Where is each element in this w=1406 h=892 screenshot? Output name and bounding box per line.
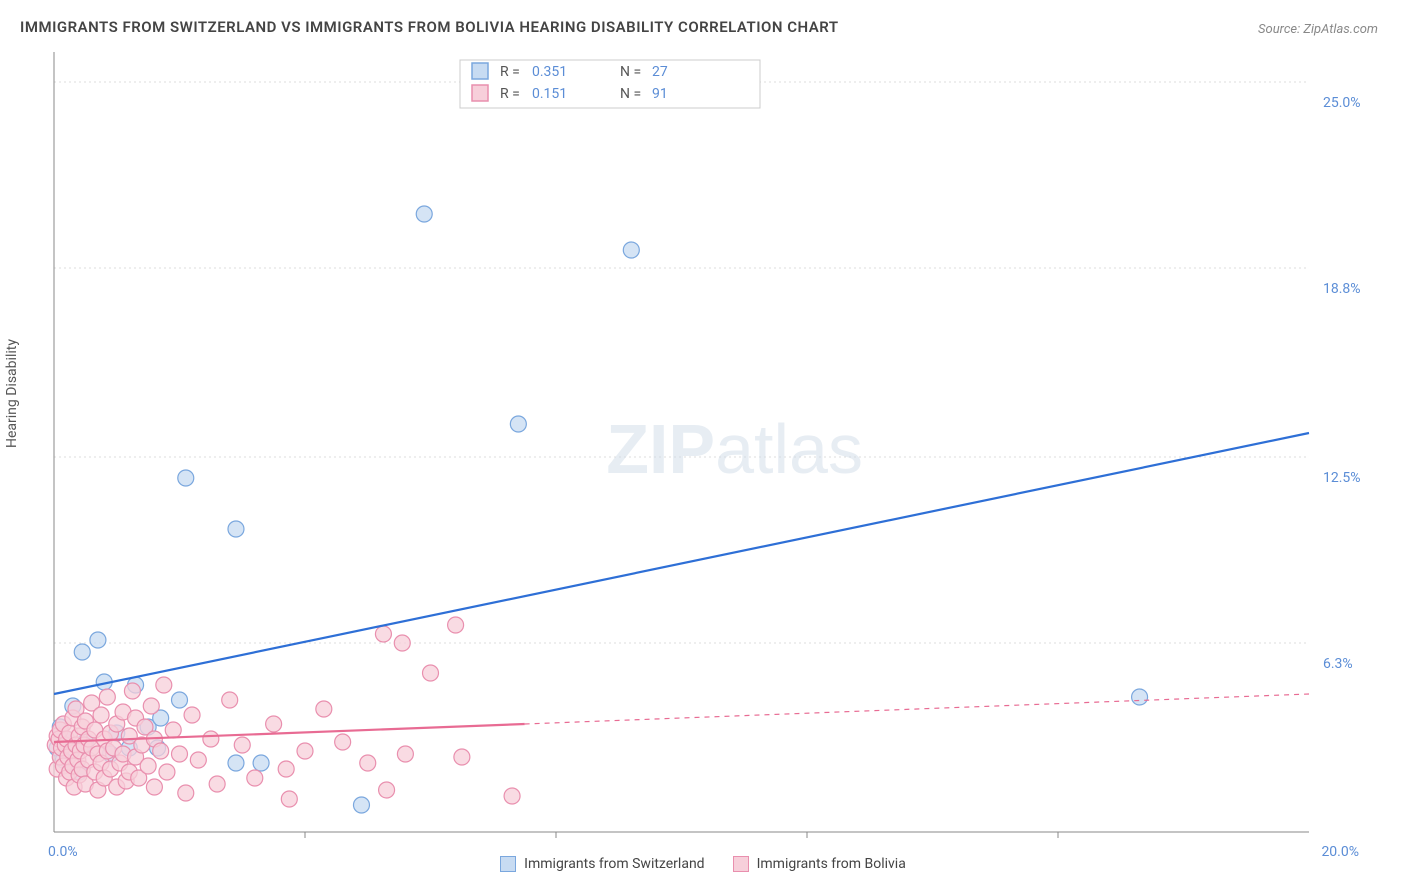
svg-text:6.3%: 6.3% xyxy=(1323,656,1353,672)
svg-text:R =: R = xyxy=(500,86,520,102)
legend-swatch-icon xyxy=(500,856,516,872)
legend-item-switzerland: Immigrants from Switzerland xyxy=(500,856,704,872)
legend-label: Immigrants from Switzerland xyxy=(524,856,704,872)
svg-text:25.0%: 25.0% xyxy=(1323,95,1361,111)
y-axis-label: Hearing Disability xyxy=(4,339,20,448)
svg-text:91: 91 xyxy=(652,86,668,102)
svg-text:R =: R = xyxy=(500,64,520,80)
chart-title: IMMIGRANTS FROM SWITZERLAND VS IMMIGRANT… xyxy=(20,18,839,36)
legend-item-bolivia: Immigrants from Bolivia xyxy=(733,856,906,872)
legend-label: Immigrants from Bolivia xyxy=(757,856,906,872)
legend-swatch-icon xyxy=(733,856,749,872)
svg-text:27: 27 xyxy=(652,64,668,80)
svg-text:N =: N = xyxy=(620,86,641,102)
svg-text:0.151: 0.151 xyxy=(532,86,567,102)
source-label: Source: ZipAtlas.com xyxy=(1258,22,1378,37)
svg-text:18.8%: 18.8% xyxy=(1323,281,1361,297)
svg-text:12.5%: 12.5% xyxy=(1323,470,1361,486)
correlation-chart: 6.3%12.5%18.8%25.0%ZIPatlasR = 0.351N = … xyxy=(0,0,1406,892)
svg-text:0.351: 0.351 xyxy=(532,64,567,80)
bottom-legend: Immigrants from Switzerland Immigrants f… xyxy=(0,856,1406,872)
svg-text:ZIPatlas: ZIPatlas xyxy=(606,410,863,488)
svg-text:N =: N = xyxy=(620,64,641,80)
